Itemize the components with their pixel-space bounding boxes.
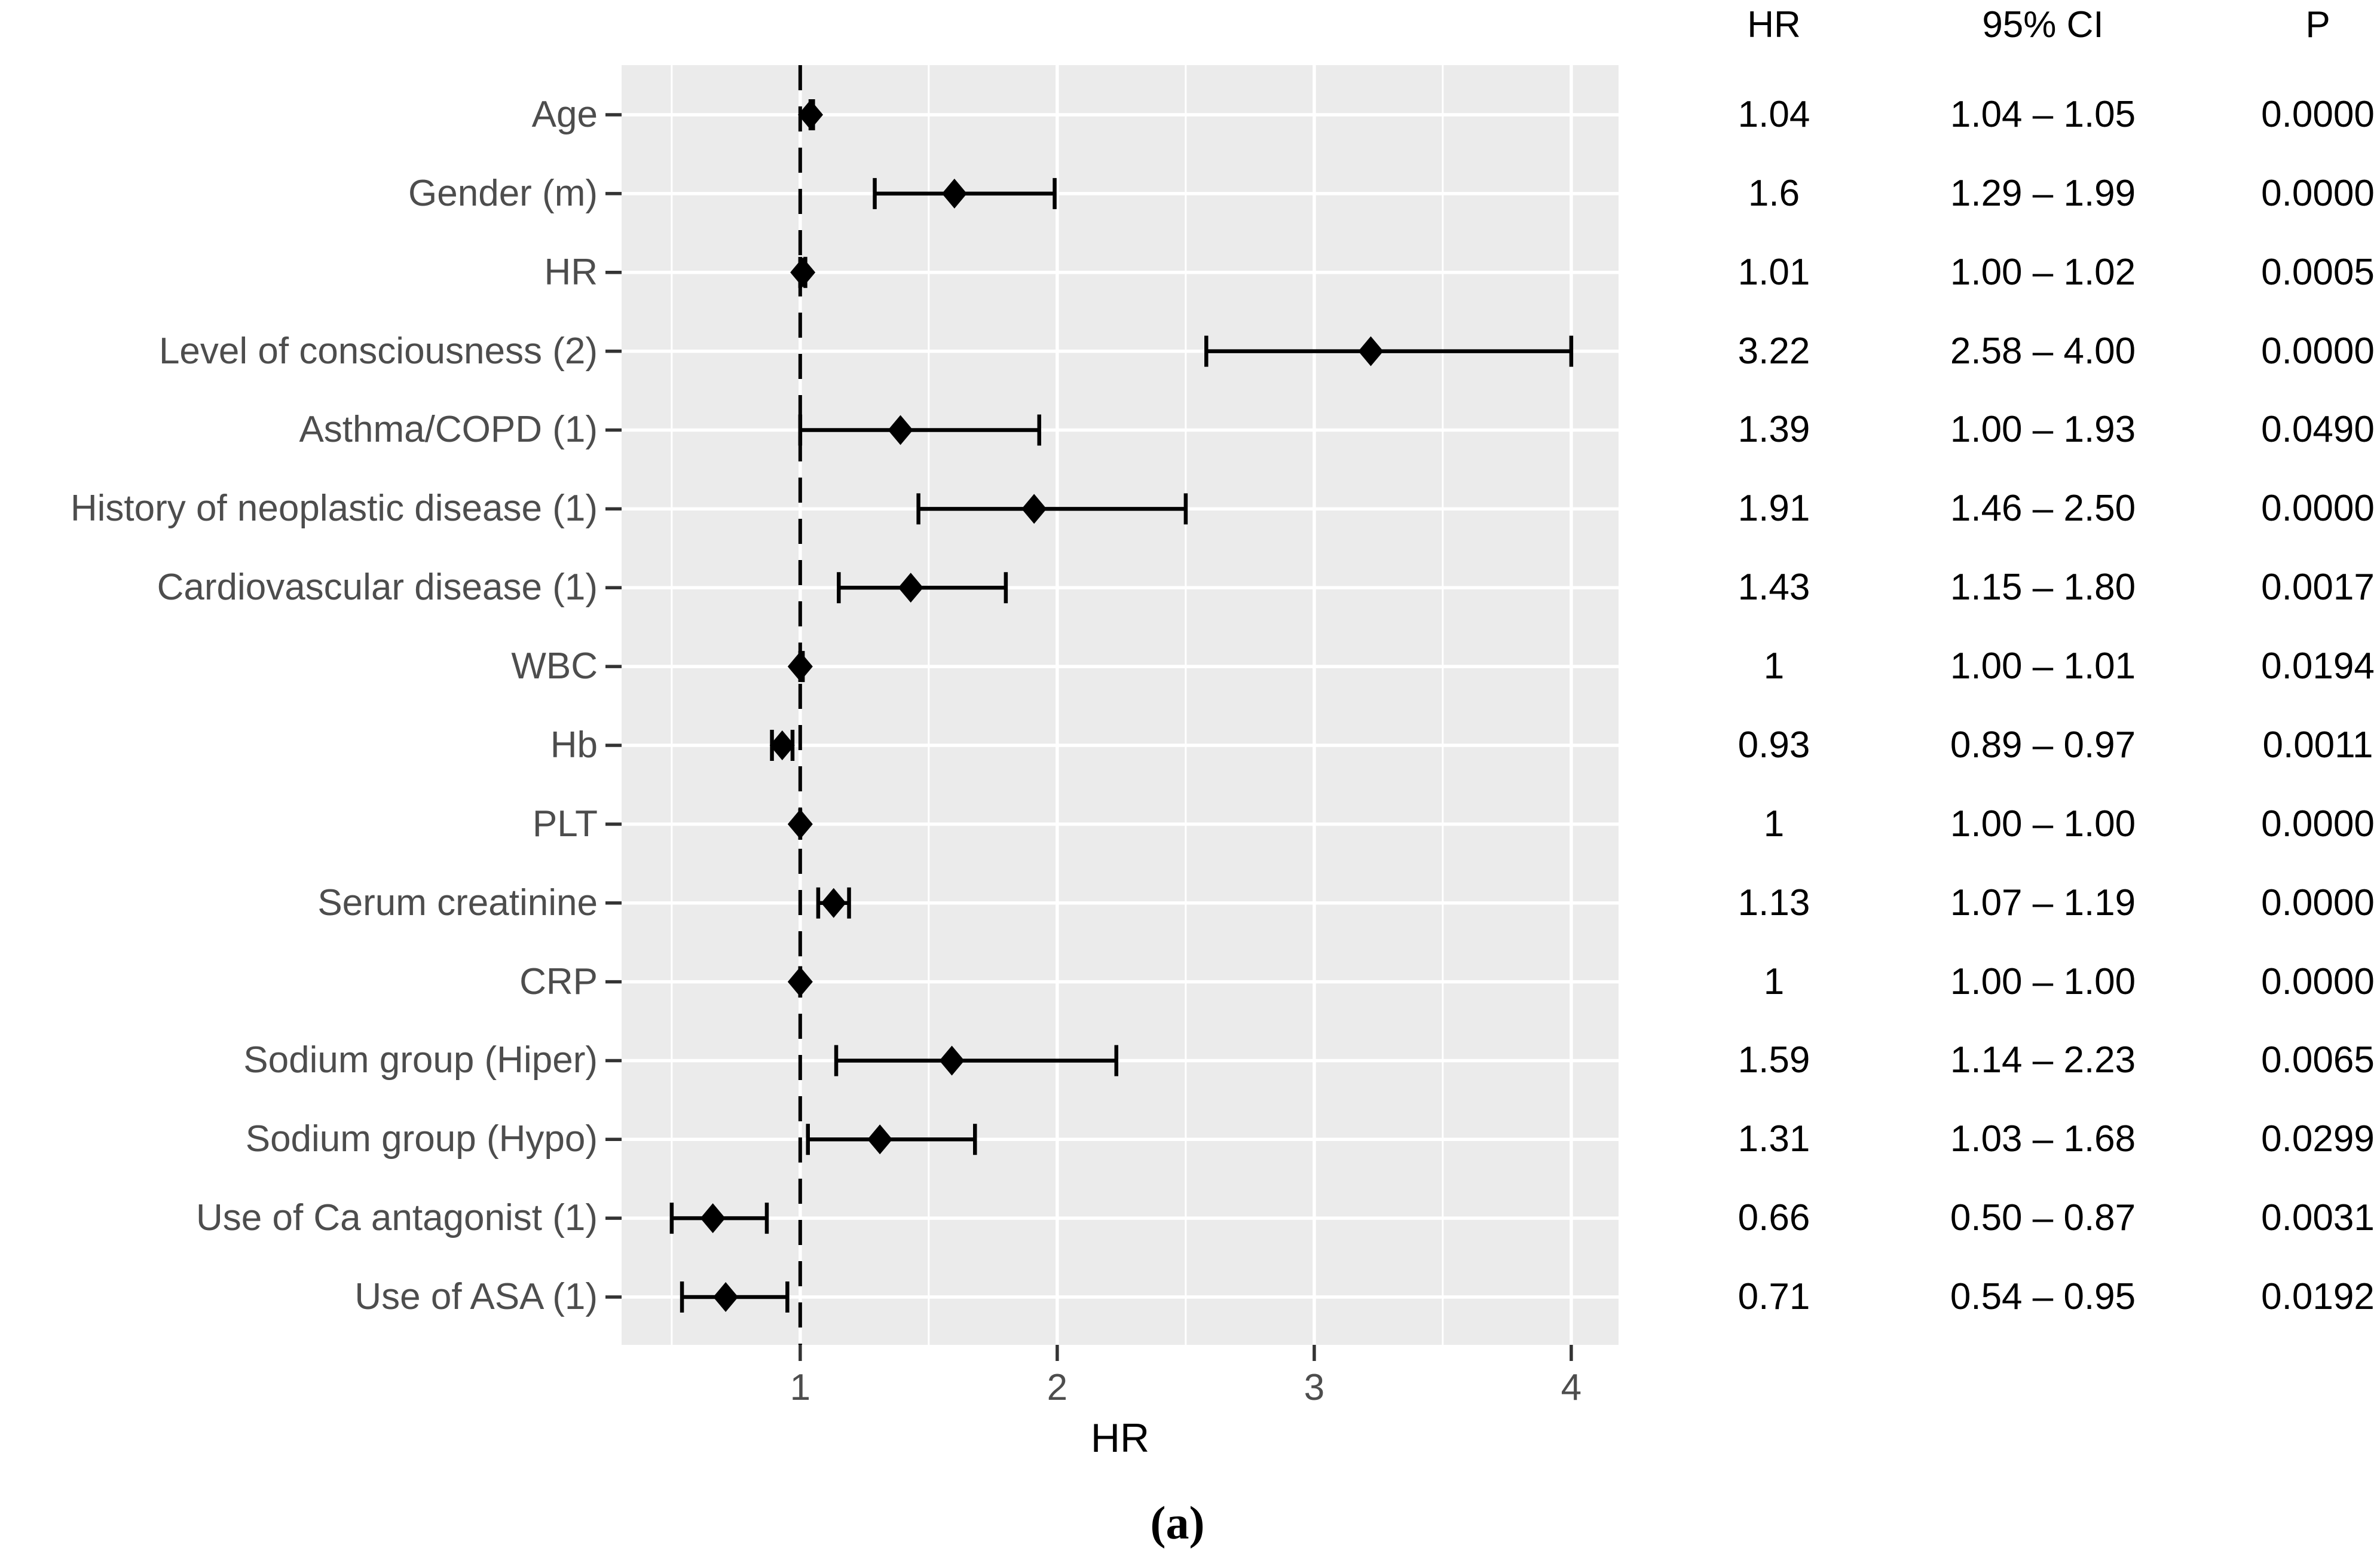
table-cell-ci: 1.14 – 2.23 bbox=[1950, 1039, 2136, 1081]
table-cell-ci: 2.58 – 4.00 bbox=[1950, 330, 2136, 372]
y-axis-label: Use of Ca antagonist (1) bbox=[195, 1197, 598, 1239]
forest-point bbox=[898, 573, 923, 603]
y-axis-label: Use of ASA (1) bbox=[354, 1276, 598, 1318]
table-cell-hr: 3.22 bbox=[1737, 330, 1810, 372]
table-cell-hr: 1.39 bbox=[1737, 409, 1810, 451]
forest-point bbox=[790, 257, 816, 287]
forest-point bbox=[1358, 336, 1384, 366]
x-axis-tick-label: 4 bbox=[1561, 1367, 1582, 1408]
forest-point bbox=[787, 966, 813, 997]
table-cell-p: 0.0000 bbox=[2261, 961, 2375, 1002]
table-cell-hr: 1.04 bbox=[1737, 94, 1810, 135]
table-cell-ci: 1.00 – 1.93 bbox=[1950, 409, 2136, 451]
table-cell-p: 0.0017 bbox=[2261, 567, 2375, 608]
forest-point bbox=[888, 415, 913, 445]
table-cell-hr: 1 bbox=[1763, 646, 1785, 687]
table-cell-ci: 1.15 – 1.80 bbox=[1950, 567, 2136, 608]
table-header-p: P bbox=[2305, 4, 2330, 45]
y-axis-label: Level of consciousness (2) bbox=[158, 330, 598, 372]
table-cell-ci: 1.00 – 1.00 bbox=[1950, 803, 2136, 845]
table-cell-p: 0.0000 bbox=[2261, 94, 2375, 135]
table-cell-ci: 1.29 – 1.99 bbox=[1950, 172, 2136, 214]
forest-point bbox=[713, 1282, 739, 1313]
forest-point bbox=[787, 651, 813, 682]
x-axis-tick-label: 1 bbox=[790, 1367, 811, 1408]
y-axis-label: Sodium group (Hiper) bbox=[243, 1039, 598, 1081]
forest-point bbox=[941, 178, 967, 209]
table-cell-hr: 1 bbox=[1763, 803, 1785, 845]
table-cell-ci: 1.04 – 1.05 bbox=[1950, 94, 2136, 135]
y-axis-label: Age bbox=[531, 94, 598, 135]
table-cell-hr: 0.66 bbox=[1737, 1197, 1810, 1239]
table-cell-p: 0.0031 bbox=[2261, 1197, 2375, 1239]
forest-point bbox=[821, 888, 846, 918]
forest-point bbox=[1021, 494, 1047, 524]
table-cell-hr: 1.43 bbox=[1737, 567, 1810, 608]
y-axis-label: PLT bbox=[532, 803, 598, 845]
table-cell-hr: 1.01 bbox=[1737, 251, 1810, 293]
y-axis-label: HR bbox=[544, 251, 598, 293]
table-cell-ci: 1.00 – 1.01 bbox=[1950, 646, 2136, 687]
table-cell-p: 0.0299 bbox=[2261, 1118, 2375, 1160]
table-cell-p: 0.0000 bbox=[2261, 330, 2375, 372]
table-cell-ci: 1.03 – 1.68 bbox=[1950, 1118, 2136, 1160]
table-cell-p: 0.0011 bbox=[2262, 724, 2373, 766]
y-axis-label: Asthma/COPD (1) bbox=[299, 409, 598, 451]
table-cell-p: 0.0000 bbox=[2261, 803, 2375, 845]
table-cell-p: 0.0194 bbox=[2261, 646, 2375, 687]
table-cell-hr: 0.71 bbox=[1737, 1276, 1810, 1318]
plot-panel bbox=[622, 65, 1619, 1345]
y-axis-label: Sodium group (Hypo) bbox=[245, 1118, 598, 1160]
table-cell-ci: 1.46 – 2.50 bbox=[1950, 488, 2136, 530]
table-cell-ci: 0.54 – 0.95 bbox=[1950, 1276, 2136, 1318]
table-cell-ci: 1.00 – 1.00 bbox=[1950, 961, 2136, 1002]
forest-point bbox=[700, 1203, 726, 1234]
table-cell-hr: 1.13 bbox=[1737, 882, 1810, 923]
table-cell-hr: 1.6 bbox=[1748, 172, 1800, 214]
table-cell-ci: 0.89 – 0.97 bbox=[1950, 724, 2136, 766]
table-cell-hr: 0.93 bbox=[1737, 724, 1810, 766]
panel-caption: (a) bbox=[1150, 1497, 1205, 1549]
table-cell-p: 0.0000 bbox=[2261, 488, 2375, 530]
table-cell-p: 0.0000 bbox=[2261, 882, 2375, 923]
y-axis-label: Serum creatinine bbox=[317, 882, 598, 923]
table-cell-hr: 1.59 bbox=[1737, 1039, 1810, 1081]
table-cell-hr: 1 bbox=[1763, 961, 1785, 1002]
x-axis-title: HR bbox=[1090, 1415, 1150, 1461]
table-cell-p: 0.0000 bbox=[2261, 172, 2375, 214]
table-cell-ci: 1.00 – 1.02 bbox=[1950, 251, 2136, 293]
table-cell-ci: 1.07 – 1.19 bbox=[1950, 882, 2136, 923]
y-axis-label: Hb bbox=[550, 724, 598, 766]
y-axis-label: History of neoplastic disease (1) bbox=[70, 488, 598, 530]
forest-point bbox=[939, 1045, 965, 1076]
table-cell-p: 0.0490 bbox=[2261, 409, 2375, 451]
table-cell-p: 0.0065 bbox=[2261, 1039, 2375, 1081]
table-cell-p: 0.0192 bbox=[2261, 1276, 2375, 1318]
table-cell-hr: 1.91 bbox=[1737, 488, 1810, 530]
table-header-ci: 95% CI bbox=[1982, 4, 2104, 45]
y-axis-label: WBC bbox=[511, 646, 598, 687]
x-axis-tick-label: 3 bbox=[1304, 1367, 1325, 1408]
y-axis-label: Gender (m) bbox=[408, 172, 598, 214]
table-cell-ci: 0.50 – 0.87 bbox=[1950, 1197, 2136, 1239]
y-axis-label: CRP bbox=[519, 961, 598, 1002]
forest-point bbox=[798, 100, 824, 130]
forest-point bbox=[769, 730, 795, 760]
forest-point bbox=[867, 1124, 893, 1155]
y-axis-label: Cardiovascular disease (1) bbox=[157, 567, 598, 608]
table-cell-hr: 1.31 bbox=[1737, 1118, 1810, 1160]
x-axis-tick-label: 2 bbox=[1047, 1367, 1068, 1408]
table-header-hr: HR bbox=[1747, 4, 1801, 45]
table-cell-p: 0.0005 bbox=[2261, 251, 2375, 293]
forest-point bbox=[787, 809, 813, 839]
